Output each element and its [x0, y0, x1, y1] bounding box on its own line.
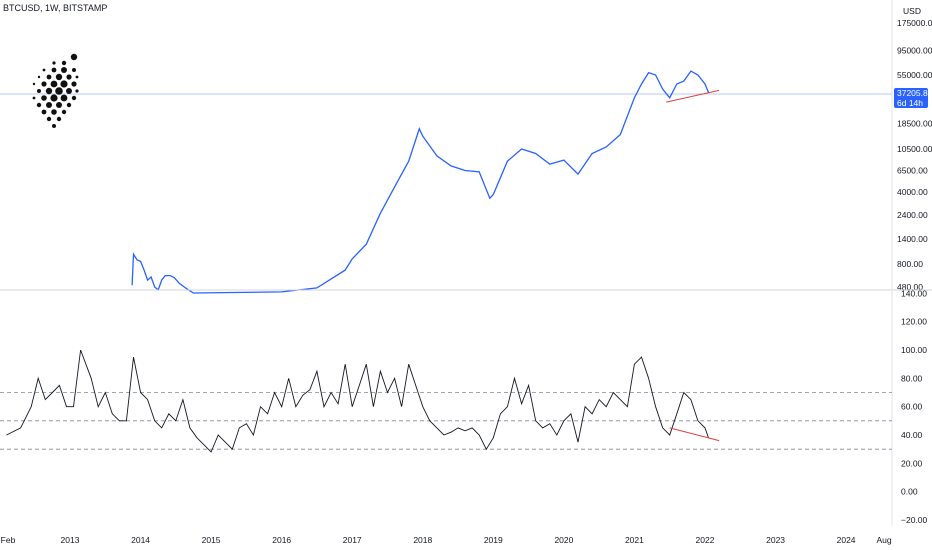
time-tick-label: 2017 — [343, 535, 362, 545]
oscillator-trendline — [669, 427, 720, 442]
time-tick-label: Feb — [1, 535, 16, 545]
price-axis-ticks: 175000.00 95000.00 55000.00 18500.00 10500.0… — [897, 18, 932, 292]
logo-dot — [51, 109, 57, 115]
logo-dot — [66, 88, 72, 94]
oscillator-tick-label: −20.00 — [901, 515, 928, 525]
price-tick-label: 95000.00 — [897, 46, 932, 56]
logo-dot — [46, 116, 52, 122]
price-axis-unit: USD — [903, 6, 921, 16]
oscillator-panel: 140.00 120.00 100.00 80.00 60.00 40.00 20.00 0.… — [0, 288, 928, 525]
price-tick-label: 4000.00 — [897, 187, 928, 197]
price-tick-label: 6500.00 — [897, 166, 928, 176]
logo-dot — [37, 89, 41, 93]
time-tick-label: 2019 — [484, 535, 503, 545]
price-series-line — [131, 70, 710, 294]
time-tick-label: 2013 — [61, 535, 80, 545]
logo-dot — [61, 60, 67, 66]
logo-dot — [55, 73, 63, 81]
logo-dot — [42, 68, 46, 72]
logo-dot — [52, 124, 56, 128]
price-tick-label: 55000.00 — [897, 70, 932, 80]
current-price-marker — [894, 88, 928, 108]
price-tick-label: 800.00 — [897, 259, 923, 269]
time-tick-label: 2021 — [625, 535, 644, 545]
price-tick-label: 2400.00 — [897, 210, 928, 220]
oscillator-level-lines — [0, 392, 892, 450]
symbol-title: BTCUSD, 1W, BITSTAMP — [3, 3, 108, 13]
time-tick-label: 2024 — [837, 535, 856, 545]
logo-dot — [41, 109, 47, 115]
time-tick-label: 2015 — [202, 535, 221, 545]
price-panel: 175000.00 95000.00 55000.00 18500.00 10500.0… — [0, 6, 932, 294]
oscillator-tick-label: 40.00 — [901, 430, 923, 440]
oscillator-tick-label: 120.00 — [901, 317, 927, 327]
oscillator-tick-label: 140.00 — [901, 288, 927, 298]
time-tick-label: 2023 — [766, 535, 785, 545]
time-tick-label: 2018 — [413, 535, 432, 545]
logo-dot — [46, 102, 52, 108]
price-trendline — [666, 89, 720, 103]
logo-dot — [70, 53, 78, 61]
time-axis-ticks: Feb 2013 2014 2015 2016 2017 2018 2019 2020 2021 2… — [1, 535, 892, 545]
oscillator-tick-label: 20.00 — [901, 458, 923, 468]
logo-dot — [60, 80, 68, 88]
price-tick-label: 10500.00 — [897, 144, 932, 154]
logo-dot — [50, 80, 58, 88]
logo-dot — [56, 116, 62, 122]
time-tick-label: 2020 — [554, 535, 573, 545]
logo-dot — [52, 61, 56, 65]
logo-dot — [66, 74, 72, 80]
logo-dot — [50, 94, 58, 102]
time-tick-label: 2022 — [696, 535, 715, 545]
current-price-countdown: 6d 14h — [897, 98, 923, 108]
logo-dot — [45, 87, 53, 95]
oscillator-axis-ticks: 140.00 120.00 100.00 80.00 60.00 40.00 20.00 0.… — [901, 288, 928, 525]
logo-dot — [51, 67, 57, 73]
time-tick-label: Aug — [876, 535, 891, 545]
hex-logo-icon — [32, 53, 79, 128]
logo-dot — [32, 96, 36, 100]
current-price-value: 37205.89 — [897, 88, 932, 98]
logo-dot — [61, 109, 67, 115]
logo-dot — [32, 82, 36, 86]
time-tick-label: 2016 — [272, 535, 291, 545]
logo-dot — [41, 81, 47, 87]
logo-dot — [37, 75, 41, 79]
oscillator-tick-label: 60.00 — [901, 402, 923, 412]
logo-dot — [60, 94, 68, 102]
oscillator-tick-label: 80.00 — [901, 373, 923, 383]
logo-dot — [71, 95, 77, 101]
time-tick-label: 2014 — [131, 535, 150, 545]
price-tick-label: 175000.00 — [897, 18, 932, 28]
oscillator-series-line — [6, 349, 709, 453]
logo-dot — [46, 74, 52, 80]
logo-dot — [56, 102, 62, 108]
logo-dot — [61, 67, 67, 73]
logo-dot — [41, 95, 47, 101]
logo-dot — [75, 89, 79, 93]
oscillator-tick-label: 0.00 — [901, 487, 918, 497]
logo-dot — [55, 87, 63, 95]
logo-dot — [36, 102, 42, 108]
logo-dot — [72, 68, 76, 72]
logo-dot — [66, 102, 72, 108]
oscillator-tick-label: 100.00 — [901, 345, 927, 355]
price-tick-label: 480.00 — [897, 282, 923, 292]
price-tick-label: 18500.00 — [897, 119, 932, 129]
logo-dot — [75, 75, 79, 79]
price-tick-label: 1400.00 — [897, 234, 928, 244]
logo-dot — [71, 81, 77, 87]
